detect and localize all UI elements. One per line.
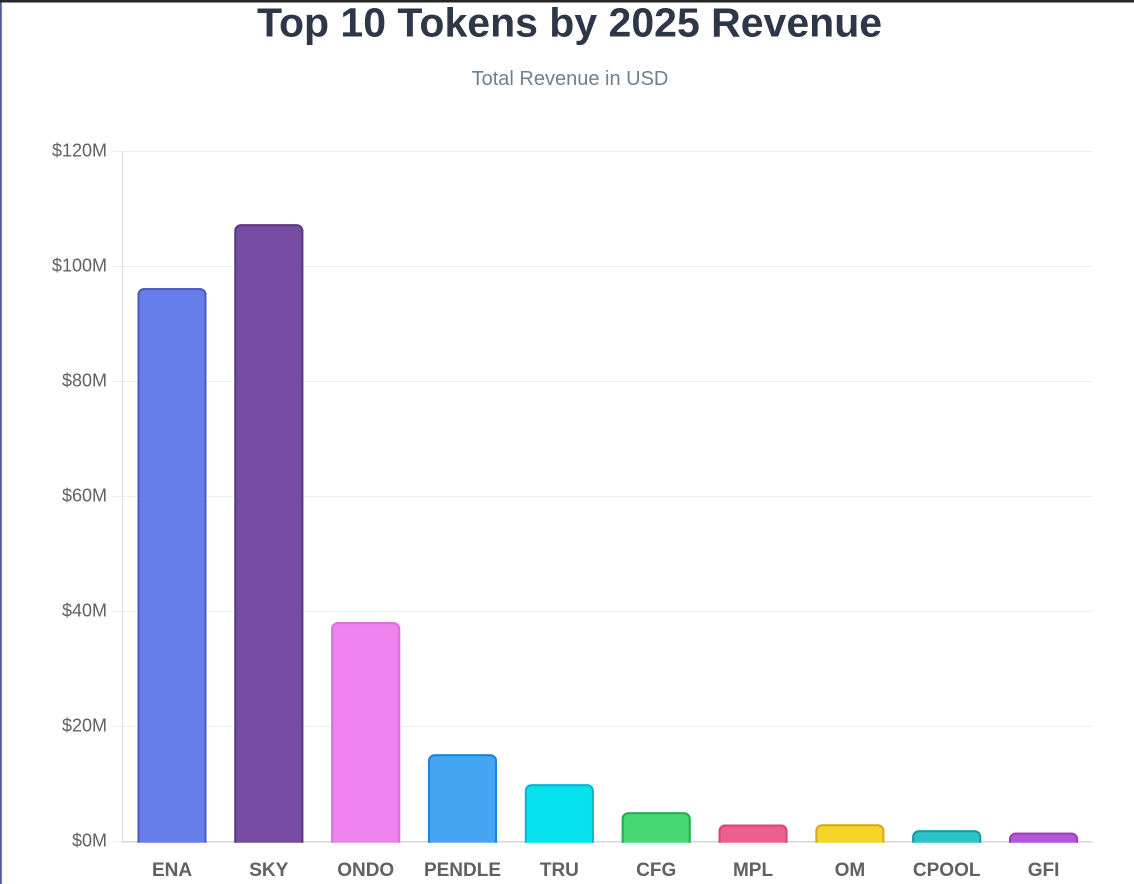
svg-text:OM: OM [835, 860, 866, 881]
svg-text:MPL: MPL [733, 860, 774, 881]
svg-text:CPOOL: CPOOL [913, 860, 981, 881]
svg-text:$40M: $40M [62, 600, 107, 620]
svg-text:Top 10 Tokens by 2025 Revenue: Top 10 Tokens by 2025 Revenue [257, 0, 882, 45]
svg-text:PENDLE: PENDLE [424, 860, 501, 881]
svg-text:Total Revenue in USD: Total Revenue in USD [472, 68, 669, 90]
svg-text:$100M: $100M [52, 255, 107, 275]
svg-text:$120M: $120M [52, 140, 107, 160]
svg-text:$80M: $80M [62, 370, 107, 390]
svg-text:SKY: SKY [249, 860, 288, 881]
svg-text:ONDO: ONDO [337, 860, 394, 881]
svg-text:GFI: GFI [1028, 860, 1060, 881]
svg-text:$60M: $60M [62, 485, 107, 505]
svg-text:CFG: CFG [636, 860, 676, 881]
svg-text:$0M: $0M [72, 830, 107, 850]
svg-text:ENA: ENA [152, 860, 192, 881]
svg-text:$20M: $20M [62, 715, 107, 735]
svg-text:TRU: TRU [540, 860, 579, 881]
